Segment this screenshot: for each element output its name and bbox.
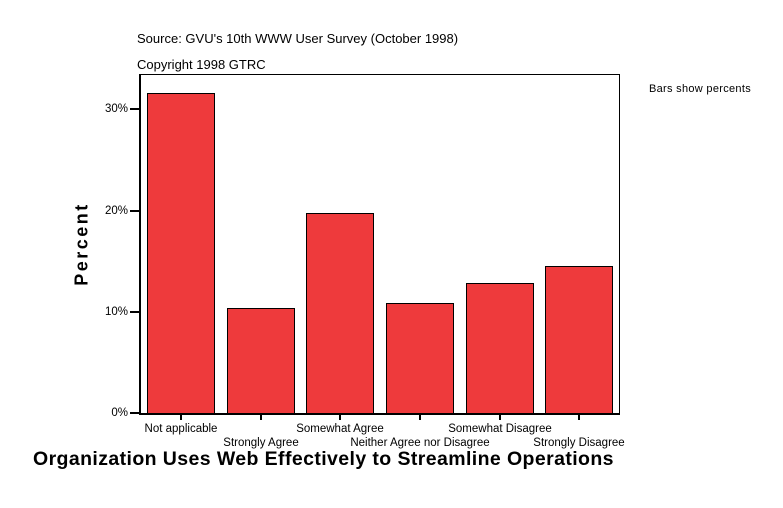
bar-1	[146, 93, 215, 413]
bar-2	[226, 308, 295, 413]
x-tick-mark-4	[419, 415, 421, 420]
x-category-label-3: Somewhat Agree	[296, 423, 384, 435]
chart-title: Organization Uses Web Effectively to Str…	[33, 448, 614, 470]
copyright-caption: Copyright 1998 GTRC	[137, 57, 266, 72]
x-tick-mark-3	[339, 415, 341, 420]
y-tick-mark-10%	[130, 311, 139, 313]
y-tick-mark-30%	[130, 108, 139, 110]
x-tick-mark-6	[578, 415, 580, 420]
bar-3	[306, 213, 375, 413]
y-tick-mark-20%	[130, 210, 139, 212]
y-tick-label-0%: 0%	[111, 407, 128, 419]
bar-4	[385, 303, 454, 413]
x-category-label-2: Strongly Agree	[223, 437, 299, 449]
bar-6	[545, 266, 614, 413]
x-category-label-6: Strongly Disagree	[533, 437, 625, 449]
y-tick-label-10%: 10%	[104, 306, 128, 318]
x-tick-mark-2	[260, 415, 262, 420]
plot-area	[139, 74, 620, 415]
y-tick-label-30%: 30%	[104, 103, 128, 115]
x-tick-mark-5	[499, 415, 501, 420]
x-tick-mark-1	[180, 415, 182, 420]
x-category-label-1: Not applicable	[144, 423, 218, 435]
x-category-label-4: Neither Agree nor Disagree	[350, 437, 490, 449]
y-tick-label-20%: 20%	[104, 205, 128, 217]
y-tick-mark-0%	[130, 412, 139, 414]
source-caption: Source: GVU's 10th WWW User Survey (Octo…	[137, 31, 459, 46]
x-category-label-5: Somewhat Disagree	[448, 423, 552, 435]
bars-show-percents-note: Bars show percents	[649, 83, 751, 95]
bar-5	[465, 283, 534, 413]
